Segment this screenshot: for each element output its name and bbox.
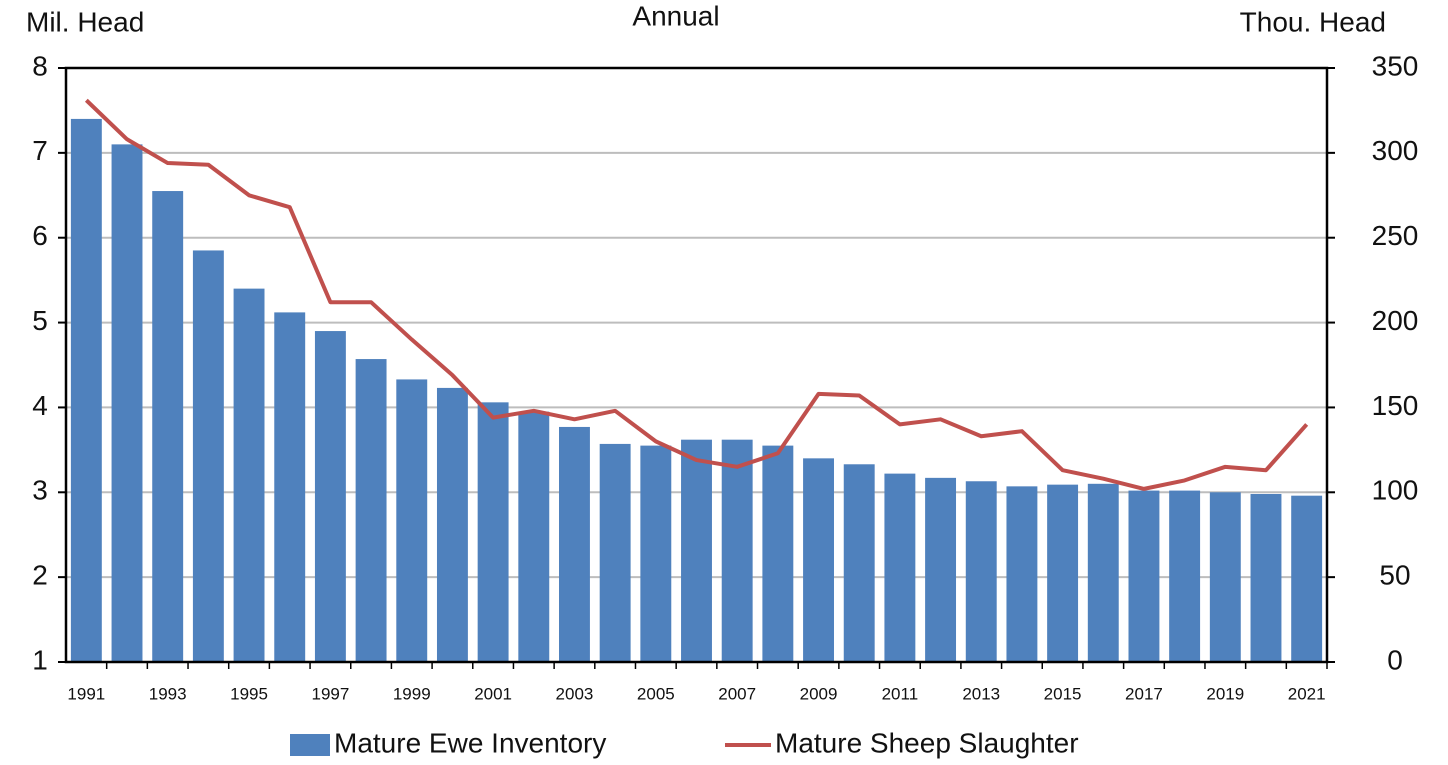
bar — [925, 477, 957, 662]
line — [84, 98, 1309, 491]
y2-tick-label: 250 — [1372, 220, 1419, 251]
bar — [152, 191, 184, 663]
y-tick-label: 8 — [32, 50, 48, 81]
bar — [1291, 495, 1323, 662]
bar — [436, 387, 468, 662]
bar — [111, 144, 143, 662]
y2-tick-label: 300 — [1372, 135, 1419, 166]
bar — [274, 312, 306, 662]
y2-tick-label: 350 — [1372, 50, 1419, 81]
bar — [803, 458, 834, 662]
x-tick-label: 1999 — [393, 684, 431, 703]
x-tick-label: 2017 — [1125, 684, 1163, 703]
bar — [762, 445, 794, 662]
legend-label: Mature Ewe Inventory — [334, 727, 606, 758]
bar — [314, 331, 346, 662]
x-tick-label: 2005 — [637, 684, 675, 703]
x-tick-label: 2009 — [800, 684, 838, 703]
y-tick-label: 4 — [32, 390, 48, 421]
legend-swatch — [290, 734, 330, 756]
bar — [1209, 492, 1241, 662]
bar — [355, 359, 387, 662]
bar — [1087, 483, 1119, 662]
bar — [884, 473, 916, 662]
y2-tick-label: 150 — [1372, 390, 1419, 421]
y2-tick-label: 200 — [1372, 305, 1419, 336]
x-tick-label: 2021 — [1288, 684, 1326, 703]
y-axis-label: Mil. Head — [26, 6, 144, 37]
x-tick-label: 1991 — [67, 684, 105, 703]
y2-tick-label: 50 — [1379, 560, 1410, 591]
bar — [1047, 484, 1079, 662]
y2-tick-label: 0 — [1387, 644, 1403, 675]
bar — [965, 481, 997, 662]
bar — [518, 411, 550, 662]
x-tick-label: 1993 — [149, 684, 187, 703]
y2-tick-label: 100 — [1372, 475, 1419, 506]
y-tick-label: 7 — [32, 135, 48, 166]
x-tick-label: 1995 — [230, 684, 268, 703]
bar — [192, 250, 224, 662]
chart-title: Annual — [632, 0, 719, 31]
y-tick-label: 6 — [32, 220, 48, 251]
y-tick-label: 5 — [32, 305, 48, 336]
bar — [1169, 490, 1201, 662]
y2-axis-label: Thou. Head — [1240, 6, 1386, 37]
bar — [396, 379, 428, 662]
x-tick-label: 2013 — [962, 684, 1000, 703]
y-tick-label: 3 — [32, 475, 48, 506]
bar — [1128, 490, 1160, 662]
bar — [599, 443, 631, 662]
bar — [681, 439, 712, 662]
bar — [559, 426, 590, 662]
x-tick-label: 2015 — [1044, 684, 1082, 703]
bar — [1006, 486, 1038, 662]
bar — [843, 464, 875, 662]
x-tick-label: 2003 — [556, 684, 594, 703]
x-tick-label: 2007 — [718, 684, 756, 703]
x-tick-label: 1997 — [311, 684, 349, 703]
bar — [477, 402, 509, 662]
bar — [640, 445, 672, 662]
plot-frame — [64, 66, 1329, 664]
x-tick-label: 2001 — [474, 684, 512, 703]
bar — [70, 118, 102, 662]
x-tick-label: 2019 — [1206, 684, 1244, 703]
bar — [721, 439, 753, 662]
bar — [1250, 493, 1282, 662]
y-tick-label: 2 — [32, 560, 48, 591]
legend-label: Mature Sheep Slaughter — [775, 727, 1079, 758]
x-tick-label: 2011 — [882, 684, 919, 703]
bar — [233, 288, 265, 662]
y-tick-label: 1 — [32, 644, 48, 675]
